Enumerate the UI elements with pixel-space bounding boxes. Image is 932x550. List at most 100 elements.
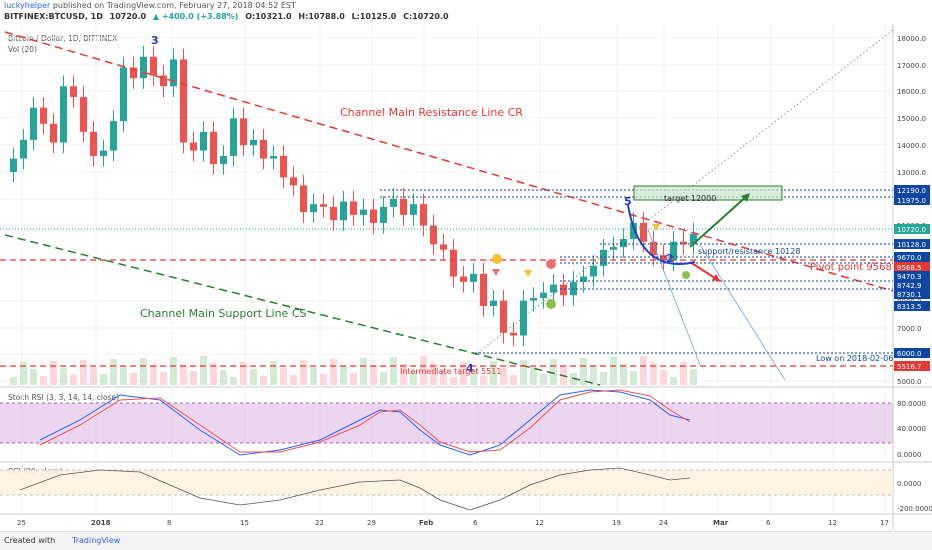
price-tag (894, 361, 930, 371)
candle-body (90, 131, 97, 156)
cci-axis-label: 0.0000 (897, 480, 922, 488)
yellow-marker (492, 254, 502, 264)
time-axis-label: Feb (419, 519, 433, 527)
publish-text: published on TradingView.com, February 2… (52, 1, 296, 10)
volume-label: Vol (20) (8, 45, 38, 54)
time-axis-label: 25 (17, 519, 26, 527)
candle-body (120, 67, 127, 122)
time-axis-label: 6 (766, 519, 771, 527)
volume-bar (370, 365, 377, 385)
volume-bar (350, 373, 357, 385)
cci-axis-label: -200.0000 (897, 505, 932, 513)
candle-body (670, 241, 677, 261)
candle-body (330, 206, 337, 221)
close-value: C:10720.0 (403, 12, 449, 21)
price-change: ▲ +400.0 (+3.88%) (152, 12, 239, 21)
price-tag (894, 224, 930, 234)
volume-bar (30, 369, 37, 385)
red-triangle (492, 269, 500, 276)
price-tag (894, 289, 930, 299)
candle-body (600, 249, 607, 266)
volume-bar (360, 358, 367, 385)
wave-3-label: 3 (151, 34, 159, 47)
volume-bar (480, 376, 487, 385)
green-marker-2 (682, 271, 690, 279)
open-value: O:10321.0 (245, 12, 292, 21)
price-axis-label: 7000.0 (897, 325, 922, 333)
price-tag (894, 239, 930, 249)
volume-bar (200, 356, 207, 385)
price-tag (894, 271, 930, 281)
price-tag (894, 348, 930, 358)
volume-bar (100, 374, 107, 385)
volume-bar (590, 365, 597, 385)
volume-bar (210, 363, 217, 385)
tradingview-brand[interactable]: TradingView (72, 536, 121, 545)
candle-body (630, 222, 637, 239)
volume-bar (150, 365, 157, 385)
candle-body (500, 300, 507, 333)
candle-body (510, 332, 517, 336)
candle-body (620, 239, 627, 248)
volume-bar (600, 372, 607, 385)
stoch-axis-label: 0.0000 (897, 451, 922, 459)
last-price: 10720.0 (109, 12, 147, 21)
candle-body (70, 86, 77, 97)
candle-body (50, 123, 57, 143)
candle-body (520, 300, 527, 336)
price-tag-label: 11975.0 (897, 197, 926, 205)
volume-bar (380, 372, 387, 385)
volume-bar (220, 370, 227, 385)
volume-bar (90, 367, 97, 385)
price-tag-label: 12190.0 (897, 187, 926, 195)
candle-body (490, 300, 497, 306)
candle-body (180, 59, 187, 143)
volume-bar (470, 369, 477, 385)
price-tag-label: 9568.5 (897, 264, 922, 272)
price-tags: 12190.0 11975.0 10720.0 10128.0 9670.0 9568.5… (894, 185, 930, 371)
volume-bar (170, 357, 177, 385)
green-marker-1 (546, 299, 556, 309)
candle-body (60, 86, 67, 143)
volume-bar (660, 370, 667, 385)
volume-bar (180, 364, 187, 385)
price-axis-label: 15000.0 (897, 115, 926, 123)
candle-body (590, 265, 597, 277)
candle-body (440, 244, 447, 250)
volume-bar (140, 358, 147, 385)
candle-body (280, 155, 287, 178)
time-axis-label: Mar (713, 519, 729, 527)
price-tag (894, 301, 930, 311)
volume-bar (50, 361, 57, 385)
price-tag (894, 252, 930, 262)
price-tag (894, 195, 930, 205)
candle-body (410, 204, 417, 215)
author-link[interactable]: luckyhelper (4, 1, 51, 10)
candle-body (580, 276, 587, 282)
volume-bar (340, 366, 347, 385)
candle-body (150, 56, 157, 76)
candle-body (290, 177, 297, 186)
price-tag-label: 8730.1 (897, 291, 922, 299)
candle-body (320, 204, 327, 207)
time-axis-label: 6 (473, 519, 478, 527)
volume-bar (20, 362, 27, 385)
cci-line (19, 467, 691, 511)
candle-body (560, 284, 567, 296)
volume-bar (10, 377, 17, 385)
symbol-label: BITFINEX:BTCUSD, 1D (4, 12, 103, 21)
pivot-label: Pivot point 9568 (810, 262, 892, 273)
candle-body (270, 155, 277, 159)
price-tag-label: 6000.0 (897, 350, 922, 358)
time-axis-label: 29 (367, 519, 376, 527)
price-axis-label: 5000.0 (897, 378, 922, 386)
volume-bar (510, 375, 517, 385)
chart-header: luckyhelper published on TradingView.com… (0, 0, 932, 22)
volume-bar (390, 357, 397, 385)
yellow-triangle (524, 270, 532, 277)
candle-body (360, 209, 367, 215)
volume-bar (120, 366, 127, 385)
volume-bar (490, 361, 497, 385)
footer: Created with TradingView (0, 531, 932, 550)
